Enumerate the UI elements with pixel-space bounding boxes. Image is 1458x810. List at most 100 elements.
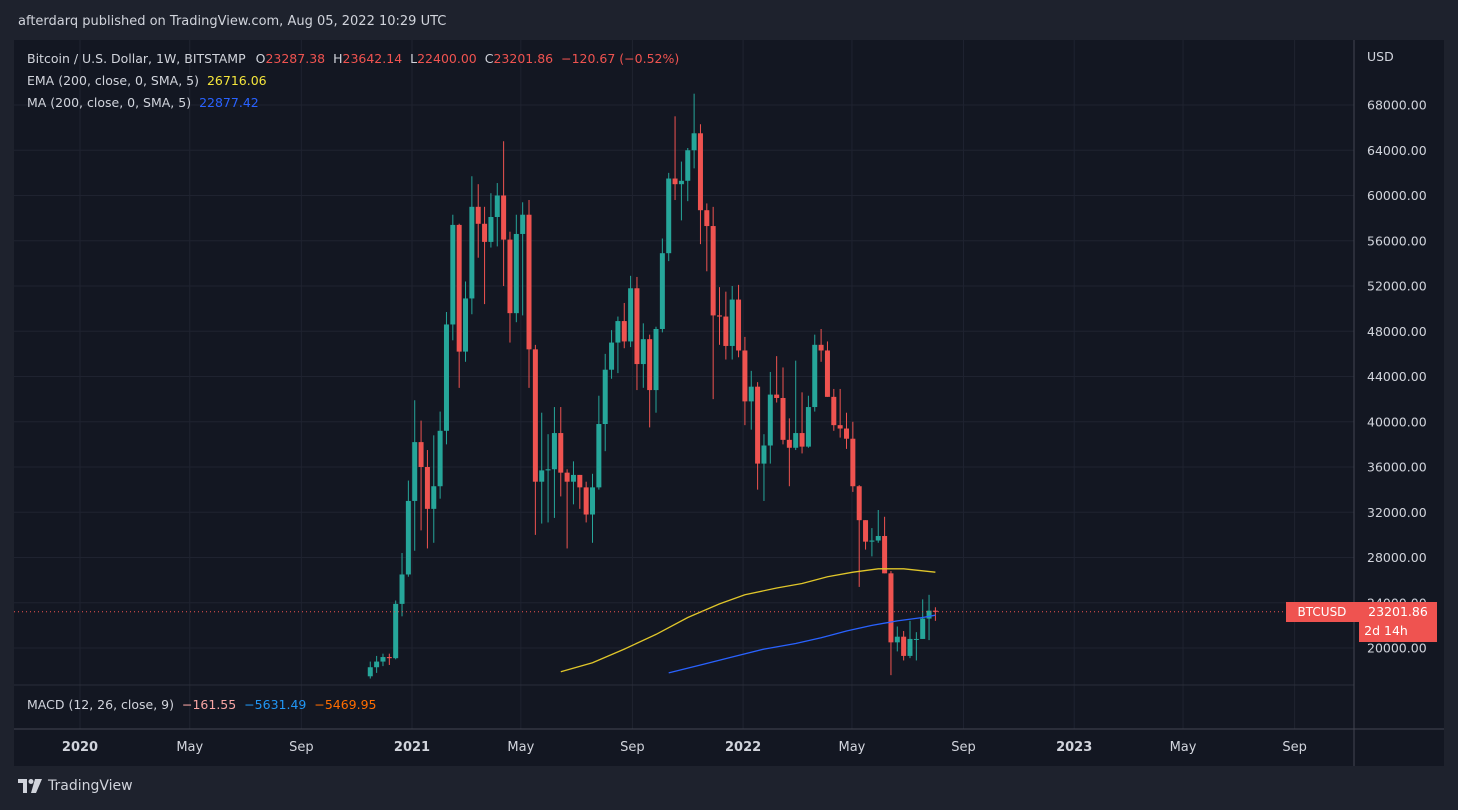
high-label: H: [333, 51, 343, 66]
chart-svg[interactable]: 20000.0024000.0028000.0032000.0036000.00…: [14, 40, 1444, 766]
macd-legend[interactable]: MACD (12, 26, close, 9) −161.55 −5631.49…: [27, 697, 377, 712]
candle-body: [494, 195, 500, 217]
candle-body: [812, 344, 818, 408]
time-tick-label: 2021: [394, 740, 430, 755]
candle-body: [653, 328, 659, 391]
price-tick-label: 48000.00: [1367, 324, 1427, 339]
candle-body: [824, 350, 830, 397]
time-axis[interactable]: 2020 May Sep 2021 May Sep 2022 May Sep 2023 May Sep: [62, 740, 1307, 755]
candle-body: [609, 342, 615, 370]
price-axis[interactable]: 20000.0024000.0028000.0032000.0036000.00…: [1367, 98, 1427, 656]
candlestick-series: [367, 93, 938, 679]
price-tick-label: 64000.00: [1367, 143, 1427, 158]
candle-body: [869, 540, 875, 542]
candle-body: [932, 610, 938, 612]
candle-body: [628, 288, 634, 342]
ema-200-line: [560, 568, 936, 673]
ma-legend[interactable]: MA (200, close, 0, SMA, 5) 22877.42: [27, 95, 259, 110]
ma-label: MA (200, close, 0, SMA, 5): [27, 95, 192, 110]
close-value: 23201.86: [493, 51, 554, 66]
candle-body: [424, 467, 430, 509]
candle-body: [844, 428, 850, 439]
change-value: −120.67 (−0.52%): [561, 51, 680, 66]
candle-body: [488, 216, 494, 242]
ma-200-line: [668, 614, 936, 674]
candle-body: [469, 206, 475, 299]
candle-body: [634, 288, 640, 365]
currency-label: USD: [1367, 49, 1394, 64]
candle-body: [672, 178, 678, 185]
ma-value: 22877.42: [199, 95, 259, 110]
candle-body: [374, 661, 380, 668]
candle-body: [501, 195, 507, 240]
candle-body: [532, 349, 538, 482]
price-tick-label: 36000.00: [1367, 460, 1427, 475]
price-tick-label: 20000.00: [1367, 641, 1427, 656]
candle-body: [799, 433, 805, 447]
ema-legend[interactable]: EMA (200, close, 0, SMA, 5) 26716.06: [27, 73, 267, 88]
candle-body: [901, 636, 907, 656]
price-tick-label: 60000.00: [1367, 188, 1427, 203]
time-tick-label: Sep: [951, 740, 976, 755]
candle-body: [748, 386, 754, 402]
price-tag-value-bg: [1359, 602, 1437, 642]
open-label: O: [255, 51, 266, 66]
candle-body: [602, 369, 608, 425]
candle-body: [380, 657, 386, 662]
candle-body: [640, 339, 646, 365]
candle-body: [717, 315, 723, 317]
candle-body: [863, 520, 869, 542]
candle-body: [666, 178, 672, 254]
candle-body: [456, 224, 462, 352]
candle-body: [882, 536, 888, 574]
price-tick-label: 40000.00: [1367, 414, 1427, 429]
candle-body: [564, 472, 570, 482]
candle-body: [443, 324, 449, 431]
low-value: 22400.00: [417, 51, 477, 66]
candle-body: [691, 133, 697, 151]
chart-panel[interactable]: 20000.0024000.0028000.0032000.0036000.00…: [14, 40, 1444, 766]
candle-body: [621, 321, 627, 342]
candle-body: [405, 500, 411, 575]
candle-body: [463, 298, 469, 352]
time-tick-label: Sep: [1282, 740, 1307, 755]
candle-body: [818, 344, 824, 351]
symbol-legend[interactable]: Bitcoin / U.S. Dollar, 1W, BITSTAMP O232…: [27, 51, 679, 66]
candle-body: [742, 350, 748, 402]
candle-body: [647, 339, 653, 391]
candle-body: [659, 253, 665, 329]
candle-body: [793, 433, 799, 448]
candle-body: [913, 638, 919, 640]
candle-body: [551, 433, 557, 470]
candle-body: [539, 470, 545, 482]
candle-body: [507, 239, 513, 314]
candle-body: [856, 486, 862, 521]
candle-body: [545, 469, 551, 471]
time-tick-label: 2022: [725, 740, 761, 755]
candle-body: [678, 180, 684, 185]
candle-body: [831, 396, 837, 426]
candle-body: [615, 321, 621, 343]
macd-signal-value: −5469.95: [314, 697, 377, 712]
close-label: C: [484, 51, 494, 66]
candle-body: [888, 573, 894, 643]
candle-body: [577, 474, 583, 488]
macd-line-value: −5631.49: [244, 697, 307, 712]
price-tick-label: 52000.00: [1367, 279, 1427, 294]
price-tick-label: 32000.00: [1367, 505, 1427, 520]
candle-body: [710, 226, 716, 316]
price-tag-price: 23201.86: [1368, 604, 1428, 619]
time-tick-label: Sep: [289, 740, 314, 755]
publish-info: afterdarq published on TradingView.com, …: [18, 14, 447, 29]
candle-body: [583, 487, 589, 515]
candle-body: [393, 603, 399, 659]
candle-body: [570, 474, 576, 482]
candle-body: [412, 442, 418, 501]
candle-body: [437, 430, 443, 487]
candle-body: [418, 442, 424, 467]
candle-body: [386, 657, 392, 659]
time-tick-label: 2023: [1056, 740, 1092, 755]
candle-body: [907, 638, 913, 656]
tradingview-logo[interactable]: TradingView: [18, 778, 133, 794]
time-tick-label: May: [1170, 740, 1197, 755]
